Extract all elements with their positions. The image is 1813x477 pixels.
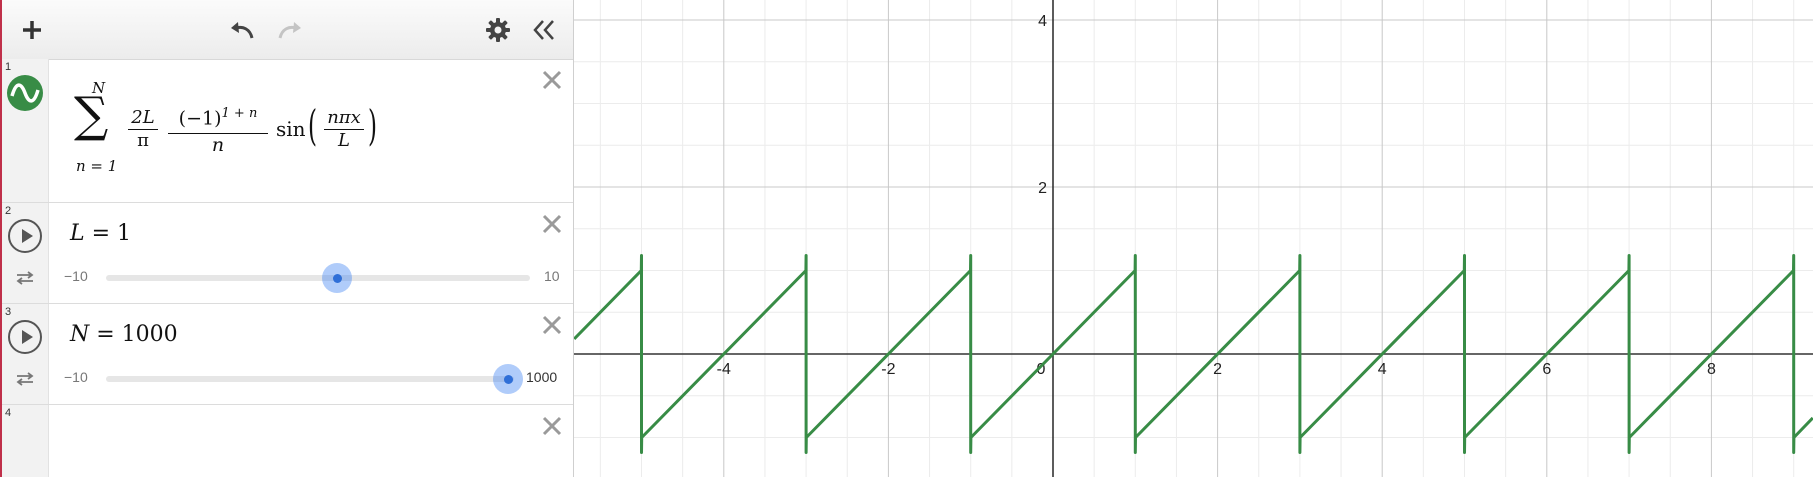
slider-track[interactable] (106, 275, 530, 281)
expression-index: 1 (5, 61, 12, 73)
variable-definition[interactable]: L = 1 (70, 221, 132, 246)
delete-expression-4-icon[interactable] (539, 413, 565, 439)
slider-handle[interactable] (322, 263, 352, 293)
sum-upper-limit: N (92, 79, 106, 97)
fraction-2L-over-pi: 2L π (128, 107, 158, 152)
redo-icon (278, 22, 301, 39)
x-tick-label: 8 (1707, 361, 1716, 378)
settings-button[interactable] (480, 12, 516, 48)
x-tick-label: -4 (717, 361, 731, 378)
expression-row-1[interactable]: 1 N ∑ n = 1 2L π (−1)1 + n n sin ( (2, 59, 573, 203)
paren-open: ( (308, 101, 318, 150)
play-slider-button[interactable] (8, 219, 42, 253)
slider-max[interactable]: 1000 (526, 369, 558, 385)
desmos-wave-icon[interactable] (6, 74, 44, 112)
expression-gutter: 2 (2, 203, 49, 303)
expression-row-4[interactable]: 4 (2, 405, 573, 477)
y-tick-label: 4 (1038, 13, 1047, 30)
plus-icon (23, 21, 41, 39)
sum-lower-limit: n = 1 (76, 157, 118, 175)
delete-expression-3-icon[interactable] (539, 312, 565, 338)
delete-expression-1-icon[interactable] (539, 67, 565, 93)
x-tick-label: 4 (1378, 361, 1387, 378)
expression-panel: 1 N ∑ n = 1 2L π (−1)1 + n n sin ( (2, 0, 574, 477)
graph-canvas[interactable]: -4 -2 0 2 4 6 8 2 4 (574, 0, 1813, 477)
expression-row-2[interactable]: 2 L = 1 −10 10 (2, 203, 573, 304)
x-tick-label: -2 (881, 361, 895, 378)
major-gridlines (574, 0, 1813, 477)
play-slider-button[interactable] (8, 320, 42, 354)
fraction-npix-over-L: nπx L (324, 107, 364, 152)
variable-definition[interactable]: N = 1000 (70, 322, 178, 347)
slider-min[interactable]: −10 (64, 369, 88, 385)
add-expression-button[interactable] (14, 12, 50, 48)
x-tick-label: 6 (1542, 361, 1551, 378)
x-tick-label: 0 (1037, 361, 1046, 378)
undo-button[interactable] (224, 12, 260, 48)
tick-labels: -4 -2 0 2 4 6 8 2 4 (717, 13, 1716, 378)
sum-symbol: ∑ (74, 87, 109, 143)
double-chevron-left-icon (533, 20, 554, 40)
minor-gridlines (574, 0, 1813, 477)
window-edge (0, 0, 2, 477)
sin-function: sin (276, 117, 306, 141)
expression-row-3[interactable]: 3 N = 1000 −10 1000 (2, 304, 573, 405)
sawtooth-curve[interactable] (574, 254, 1813, 454)
x-tick-label: 2 (1213, 361, 1222, 378)
slider-handle[interactable] (493, 364, 523, 394)
redo-button[interactable] (272, 12, 308, 48)
collapse-panel-button[interactable] (526, 12, 562, 48)
delete-expression-2-icon[interactable] (539, 211, 565, 237)
expression-gutter: 4 (2, 405, 49, 477)
loop-mode-icon[interactable] (14, 270, 36, 286)
gear-icon (486, 18, 510, 42)
expression-toolbar (2, 0, 573, 60)
expression-index: 3 (5, 306, 12, 318)
slider-max[interactable]: 10 (544, 268, 560, 284)
paren-close: ) (368, 101, 378, 150)
formula[interactable]: N ∑ n = 1 2L π (−1)1 + n n sin ( nπx L ) (72, 79, 402, 189)
slider-track[interactable] (106, 376, 514, 382)
fraction-sign-term: (−1)1 + n n (168, 99, 268, 156)
y-tick-label: 2 (1038, 180, 1047, 197)
expression-index: 4 (5, 407, 12, 419)
expression-gutter: 1 (2, 59, 49, 202)
slider-min[interactable]: −10 (64, 268, 88, 284)
expression-index: 2 (5, 205, 12, 217)
axes (574, 0, 1813, 477)
loop-mode-icon[interactable] (14, 371, 36, 387)
undo-icon (231, 22, 254, 39)
expression-gutter: 3 (2, 304, 49, 404)
